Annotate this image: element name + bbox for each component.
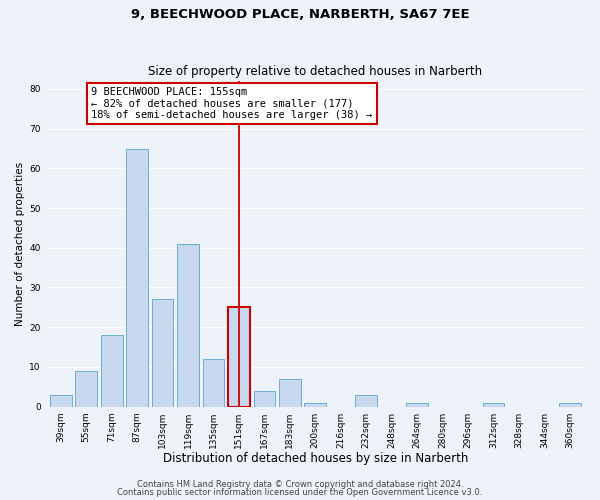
Bar — [355, 394, 377, 406]
Title: Size of property relative to detached houses in Narberth: Size of property relative to detached ho… — [148, 66, 482, 78]
Bar — [304, 402, 326, 406]
Bar — [279, 379, 301, 406]
Text: Contains HM Land Registry data © Crown copyright and database right 2024.: Contains HM Land Registry data © Crown c… — [137, 480, 463, 489]
Bar — [482, 402, 504, 406]
Bar — [254, 390, 275, 406]
Bar — [50, 394, 71, 406]
Bar — [101, 335, 122, 406]
Bar — [152, 300, 173, 406]
Bar — [406, 402, 428, 406]
Y-axis label: Number of detached properties: Number of detached properties — [15, 162, 25, 326]
Text: 9, BEECHWOOD PLACE, NARBERTH, SA67 7EE: 9, BEECHWOOD PLACE, NARBERTH, SA67 7EE — [131, 8, 469, 20]
Bar — [177, 244, 199, 406]
Text: Contains public sector information licensed under the Open Government Licence v3: Contains public sector information licen… — [118, 488, 482, 497]
Bar — [76, 371, 97, 406]
X-axis label: Distribution of detached houses by size in Narberth: Distribution of detached houses by size … — [163, 452, 468, 465]
Bar — [228, 308, 250, 406]
Bar — [127, 148, 148, 406]
Bar — [203, 359, 224, 406]
Text: 9 BEECHWOOD PLACE: 155sqm
← 82% of detached houses are smaller (177)
18% of semi: 9 BEECHWOOD PLACE: 155sqm ← 82% of detac… — [91, 87, 373, 120]
Bar — [559, 402, 581, 406]
